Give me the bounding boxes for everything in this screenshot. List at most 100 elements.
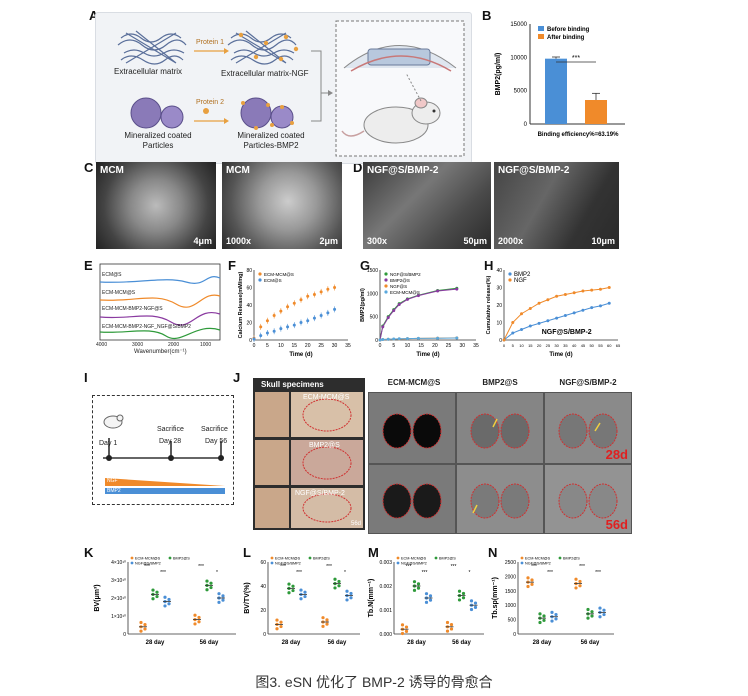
ftir-tick: 3000 (132, 342, 144, 348)
y-tick-label: 60 (246, 286, 252, 292)
legend-marker (308, 556, 312, 560)
panel-letter-D: D (353, 160, 363, 175)
x-tick-label: 25 (546, 343, 551, 348)
x-category-label: 56 day (581, 640, 600, 646)
data-point (333, 577, 337, 581)
data-point (457, 598, 462, 602)
data-point (299, 588, 303, 592)
data-point (287, 582, 291, 586)
sig-label: *** (579, 564, 585, 570)
x-tick-label: 10 (519, 343, 524, 348)
x-tick-label: 30 (460, 343, 466, 349)
ngf-dots (238, 32, 299, 62)
x-tick-label: 45 (581, 343, 586, 348)
x-category-label: 56 day (200, 640, 219, 646)
sig-label: * (469, 570, 471, 576)
data-point (586, 607, 590, 612)
y-tick-label: 1000 (505, 603, 516, 609)
sem-tag: NGF@S/BMP-2 (498, 165, 570, 176)
data-point (197, 620, 201, 624)
ftir-label-2: ECM-MCM@S (102, 290, 136, 296)
data-point (416, 586, 421, 590)
x-tick-label: 35 (563, 343, 568, 348)
data-point (511, 331, 515, 335)
ct-image-56d-3: 56d (544, 464, 632, 534)
data-point (511, 321, 515, 324)
data-point (325, 618, 329, 622)
timeline-bmp2-label: BMP2 (107, 488, 121, 494)
data-point (193, 622, 197, 626)
x-category-label: 56 day (328, 640, 347, 646)
legend-label: BMP2@S (563, 557, 580, 561)
skull-photo-1 (255, 392, 289, 437)
skull-specimens-panel: Skull specimens ECM-MCM@S BMP2@S NGF@S/B… (253, 378, 365, 530)
y-tick-label: 0 (249, 338, 252, 344)
y-tick-label: 0.003 (379, 560, 392, 566)
data-point (155, 594, 159, 599)
y-axis-label: BMP2(pg/ml) (360, 288, 366, 322)
panel-letter-G: G (360, 258, 371, 273)
data-point (404, 625, 409, 629)
legend-label: NGF@S/BMP2 (135, 562, 161, 566)
x-tick-label: 0 (503, 343, 506, 348)
chart-G: 0 500 1000 1500 0 5 10 15 20 25 30 35 Time (d) BMP2(p… (360, 268, 479, 358)
x-tick-label: 50 (589, 343, 594, 348)
data-point (528, 324, 532, 328)
ct-image-28d-1 (368, 392, 456, 464)
particle-icon (130, 97, 294, 130)
data-point (455, 287, 459, 291)
y-tick-label: 0.002 (379, 584, 392, 590)
panel-letter-N: N (488, 545, 498, 560)
panel-letter-A: A (89, 8, 99, 23)
legend-marker (396, 561, 400, 565)
data-point (299, 597, 303, 601)
data-point (538, 620, 542, 625)
legend-marker (384, 272, 388, 276)
panel-letter-F: F (228, 258, 236, 273)
timeline-sacrifice-2: Sacrifice (201, 426, 228, 433)
timeline-day56: Day 56 (205, 438, 228, 445)
data-point (279, 620, 283, 624)
data-point (386, 316, 390, 320)
label-ecm: Extracellular matrix (114, 67, 183, 76)
magnification-label: 300x (367, 236, 388, 246)
timeline-sacrifice-1: Sacrifice (157, 426, 184, 433)
data-point (197, 615, 201, 620)
legend-label: NGF@S (390, 284, 407, 289)
data-point (598, 304, 602, 308)
data-point (598, 287, 602, 291)
data-point (217, 600, 221, 604)
y-tick-label: 2000 (505, 574, 516, 580)
data-point (436, 289, 440, 293)
specimen-label: NGF@S/BMP-2 (295, 490, 345, 497)
legend-marker (130, 561, 134, 565)
data-point (397, 337, 401, 341)
x-tick-label: 30 (332, 343, 338, 349)
data-point (209, 585, 213, 590)
ftir-curve-ngf (99, 327, 221, 339)
ftir-curve-ecm-mcm (99, 294, 221, 308)
y-tick-label: 0 (524, 122, 528, 128)
chart-title: NGF@S/BMP-2 (542, 329, 592, 336)
data-point (291, 584, 295, 588)
ftir-curve-bmp2 (99, 311, 221, 326)
legend-marker (384, 278, 388, 282)
data-point (386, 337, 390, 341)
sig-label: *** (422, 570, 428, 576)
x-tick-label: 35 (473, 343, 479, 349)
legend-label: NGF@S/BMP2 (525, 562, 551, 566)
sig-label: *** (280, 564, 286, 570)
data-point (590, 614, 594, 618)
y-tick-label: 2×10¹⁰ (111, 596, 126, 602)
specimen-label: ECM-MCM@S (303, 394, 350, 401)
y-tick-label: 500 (508, 618, 517, 624)
ct-time-56d: 56d (605, 517, 628, 532)
data-point (572, 291, 576, 295)
y-tick-label: 60 (260, 560, 266, 566)
scale-label: 50μm (463, 236, 487, 246)
data-point (275, 627, 279, 631)
data-point (602, 608, 606, 612)
data-point (538, 612, 542, 616)
